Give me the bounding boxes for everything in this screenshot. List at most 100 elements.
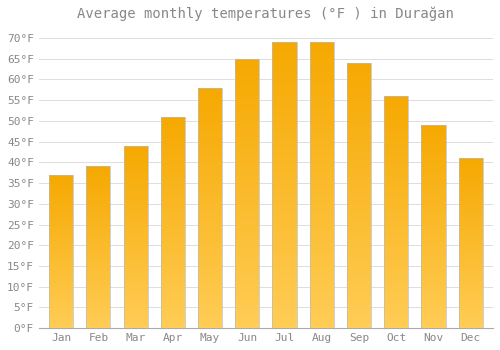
Bar [160,180,185,182]
Bar [49,265,73,267]
Bar [235,272,260,274]
Bar [86,254,110,256]
Bar [310,294,334,297]
Bar [347,304,371,307]
Bar [86,226,110,228]
Bar [160,252,185,254]
Bar [310,205,334,208]
Bar [422,263,446,265]
Bar [310,222,334,225]
Bar [272,111,296,113]
Bar [160,187,185,189]
Bar [49,247,73,248]
Bar [272,199,296,202]
Bar [310,208,334,211]
Bar [272,228,296,231]
Bar [458,275,483,277]
Bar [86,225,110,226]
Bar [347,320,371,323]
Bar [198,304,222,307]
Bar [422,265,446,267]
Bar [235,212,260,215]
Bar [124,239,148,240]
Bar [49,184,73,186]
Bar [198,153,222,155]
Bar [124,156,148,159]
Bar [384,135,408,138]
Bar [198,138,222,141]
Bar [160,214,185,216]
Bar [160,222,185,225]
Bar [272,222,296,225]
Bar [49,207,73,209]
Bar [124,202,148,204]
Bar [347,259,371,262]
Bar [422,229,446,231]
Bar [272,148,296,151]
Bar [235,309,260,312]
Bar [235,58,260,61]
Bar [272,254,296,257]
Bar [124,186,148,188]
Bar [49,196,73,198]
Bar [422,212,446,215]
Bar [124,315,148,317]
Bar [347,113,371,116]
Bar [347,92,371,94]
Bar [272,42,296,45]
Bar [198,299,222,302]
Bar [160,231,185,233]
Bar [347,145,371,148]
Bar [310,45,334,48]
Bar [124,171,148,173]
Bar [124,268,148,270]
Bar [235,231,260,234]
Bar [272,56,296,59]
Bar [384,207,408,210]
Bar [49,253,73,254]
Bar [86,249,110,251]
Bar [198,273,222,275]
Bar [458,189,483,190]
Bar [160,290,185,292]
Bar [198,198,222,201]
Bar [422,255,446,257]
Bar [458,304,483,306]
Bar [124,272,148,273]
Bar [384,282,408,284]
Bar [310,239,334,242]
Bar [458,192,483,194]
Bar [49,193,73,195]
Bar [272,211,296,214]
Bar [458,257,483,258]
Bar [160,165,185,167]
Bar [422,182,446,184]
Bar [235,175,260,177]
Bar [235,210,260,212]
Bar [384,161,408,163]
Bar [235,112,260,115]
Bar [235,261,260,264]
Bar [124,206,148,208]
Bar [160,229,185,231]
Bar [124,177,148,178]
Bar [422,174,446,176]
Bar [422,147,446,149]
Bar [86,298,110,299]
Bar [310,176,334,179]
Bar [458,158,483,160]
Bar [49,182,73,184]
Bar [124,319,148,321]
Bar [49,287,73,288]
Bar [198,268,222,271]
Bar [49,201,73,202]
Bar [272,45,296,48]
Bar [384,121,408,124]
Bar [124,304,148,306]
Bar [86,205,110,207]
Bar [235,161,260,164]
Bar [272,234,296,237]
Bar [310,165,334,168]
Bar [198,133,222,136]
Bar [347,278,371,280]
